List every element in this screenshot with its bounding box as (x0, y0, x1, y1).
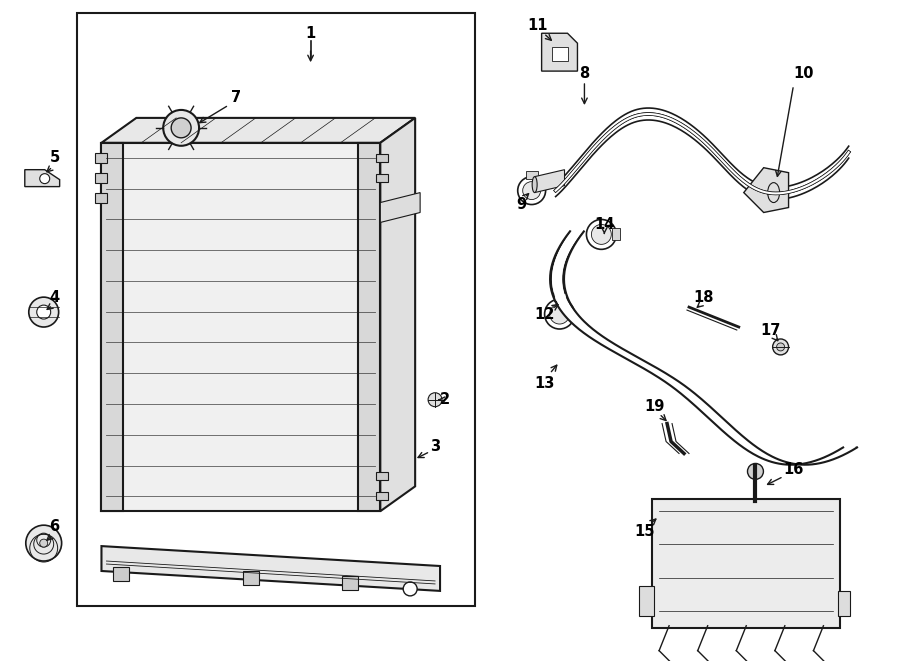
Text: 5: 5 (50, 150, 59, 166)
Polygon shape (102, 118, 415, 143)
Bar (639, 586, 654, 616)
Bar (526, 171, 537, 179)
Bar (95, 193, 107, 203)
Circle shape (777, 343, 785, 351)
Polygon shape (542, 33, 578, 71)
Circle shape (550, 304, 570, 324)
Polygon shape (535, 169, 564, 193)
Text: 17: 17 (760, 322, 781, 338)
Polygon shape (743, 167, 788, 213)
Circle shape (591, 224, 611, 244)
FancyBboxPatch shape (652, 499, 841, 628)
FancyBboxPatch shape (76, 13, 475, 606)
Polygon shape (381, 193, 420, 222)
Bar (95, 153, 107, 163)
Ellipse shape (532, 177, 537, 193)
Text: 18: 18 (694, 290, 715, 305)
Text: 6: 6 (50, 519, 59, 534)
Bar (343, 576, 358, 590)
Polygon shape (102, 143, 381, 511)
Text: 11: 11 (527, 18, 548, 33)
Circle shape (29, 297, 58, 327)
Polygon shape (381, 118, 415, 511)
Circle shape (40, 539, 48, 547)
Bar (113, 567, 130, 581)
Bar (95, 173, 107, 183)
Bar (243, 571, 259, 585)
Circle shape (171, 118, 191, 138)
Circle shape (26, 525, 61, 561)
Polygon shape (102, 143, 123, 511)
Bar (839, 591, 850, 616)
Bar (554, 293, 565, 301)
Text: 2: 2 (440, 392, 450, 407)
Circle shape (523, 181, 541, 199)
Circle shape (772, 339, 788, 355)
Circle shape (37, 305, 50, 319)
Polygon shape (102, 546, 440, 591)
Text: 8: 8 (580, 66, 590, 81)
Text: 12: 12 (535, 307, 554, 322)
Bar (612, 228, 620, 240)
Text: 10: 10 (793, 66, 814, 81)
Polygon shape (358, 143, 381, 511)
Text: 16: 16 (783, 462, 804, 477)
Circle shape (163, 110, 199, 146)
Bar (552, 47, 568, 61)
Circle shape (748, 463, 763, 479)
Text: 13: 13 (535, 376, 554, 391)
Bar (376, 493, 388, 500)
Text: 4: 4 (50, 290, 59, 305)
Text: 3: 3 (430, 439, 440, 454)
FancyArrowPatch shape (383, 203, 418, 212)
Text: 1: 1 (305, 26, 316, 41)
Bar (376, 473, 388, 481)
Bar (376, 154, 388, 162)
Text: 14: 14 (594, 217, 615, 232)
Text: 7: 7 (230, 91, 241, 105)
Circle shape (40, 173, 50, 183)
Text: 15: 15 (634, 524, 654, 539)
Text: 9: 9 (517, 197, 526, 212)
Circle shape (428, 393, 442, 406)
Circle shape (403, 582, 417, 596)
Text: 19: 19 (644, 399, 664, 414)
Bar (376, 173, 388, 181)
Polygon shape (25, 169, 59, 187)
